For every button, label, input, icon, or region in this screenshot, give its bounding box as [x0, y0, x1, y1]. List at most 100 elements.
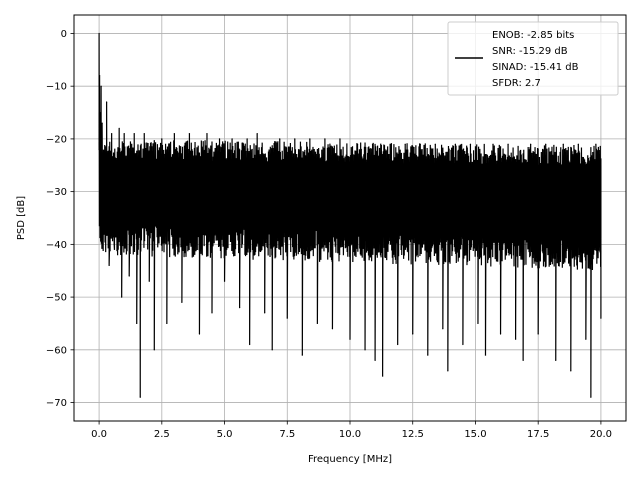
psd-data-point: [294, 138, 296, 140]
psd-data-point: [324, 138, 326, 140]
psd-data-point: [128, 275, 130, 277]
psd-data-point: [103, 217, 105, 219]
y-axis-label: PSD [dB]: [16, 196, 27, 240]
legend-entry-enob: ENOB: -2.85 bits: [492, 30, 574, 41]
psd-data-point: [286, 317, 288, 319]
psd-data-point: [264, 312, 266, 314]
psd-data-point: [166, 322, 168, 325]
psd-data-point: [389, 143, 391, 145]
psd-data-point: [577, 143, 579, 145]
x-tick-label: 2.5: [154, 429, 170, 440]
psd-data-point: [419, 143, 421, 145]
psd-data-point: [98, 32, 100, 35]
psd-data-point: [249, 343, 251, 346]
psd-data-point: [522, 359, 524, 361]
psd-data-point: [404, 143, 406, 145]
psd-data-point: [101, 122, 103, 124]
psd-data-point: [371, 143, 374, 145]
psd-data-point: [246, 138, 248, 140]
psd-data-point: [256, 133, 258, 135]
y-tick-label: −60: [46, 345, 67, 356]
psd-data-point: [537, 333, 539, 335]
psd-data-point: [111, 133, 113, 135]
legend-entry-sfdr: SFDR: 2.7: [492, 78, 541, 89]
psd-data-point: [113, 243, 115, 245]
x-tick-label: 0.0: [91, 429, 107, 440]
psd-data-point: [442, 328, 444, 330]
psd-data-point: [133, 133, 135, 135]
psd-data-point: [98, 75, 101, 77]
psd-data-point: [462, 343, 464, 346]
x-tick-label: 7.5: [279, 429, 295, 440]
psd-data-point: [173, 133, 175, 135]
psd-data-point: [585, 338, 587, 340]
psd-data-point: [447, 370, 449, 372]
ticks: 0.0 2.5 5.0 7.5 10.0 12.5 15.0 17.5 20.0 0 −10 −20 −…: [46, 29, 612, 440]
psd-data-point: [454, 143, 456, 145]
psd-data-point: [331, 328, 334, 330]
psd-data-point: [239, 307, 241, 309]
y-tick-label: −30: [46, 187, 67, 198]
psd-data-point: [279, 138, 281, 140]
x-tick-label: 10.0: [339, 429, 361, 440]
y-tick-label: 0: [61, 29, 67, 40]
psd-data-point: [484, 354, 487, 356]
psd-data-point: [562, 143, 564, 145]
y-tick-label: −10: [46, 82, 67, 93]
psd-data-point: [121, 296, 123, 298]
psd-data-point: [118, 127, 120, 129]
psd-data-point: [382, 375, 384, 377]
psd-data-point: [143, 133, 145, 135]
psd-data-point: [271, 349, 273, 351]
x-tick-label: 15.0: [464, 429, 486, 440]
psd-data-point: [301, 354, 303, 356]
psd-data-point: [218, 138, 221, 140]
legend-box: [447, 21, 619, 96]
x-tick-label: 12.5: [402, 429, 424, 440]
psd-data-point: [499, 333, 502, 335]
psd-data-point: [555, 359, 557, 361]
psd-data-point: [397, 343, 399, 346]
psd-data-point: [99, 111, 101, 114]
psd-data-point: [412, 333, 414, 335]
psd-data-point: [206, 133, 208, 135]
psd-data-point: [590, 396, 592, 398]
psd-data-point: [515, 338, 517, 340]
psd-data-point: [161, 138, 163, 140]
psd-data-point: [600, 317, 602, 319]
psd-series-line: [98, 33, 602, 398]
psd-data-point: [364, 349, 366, 351]
psd-data-point: [530, 143, 532, 145]
y-tick-label: −50: [46, 293, 67, 304]
psd-data-point: [108, 264, 110, 267]
psd-data-point: [356, 143, 359, 145]
psd-data-point: [181, 301, 183, 303]
x-axis-label: Frequency [MHz]: [308, 454, 392, 465]
psd-data-point: [106, 101, 108, 103]
psd-data-point: [139, 396, 141, 398]
psd-data-point: [545, 143, 547, 145]
x-tick-label: 17.5: [527, 429, 549, 440]
legend-entry-snr: SNR: -15.29 dB: [492, 46, 568, 57]
psd-data-point: [434, 143, 436, 145]
legend-entry-sinad: SINAD: -15.41 dB: [492, 62, 579, 73]
psd-data-point: [349, 338, 351, 340]
psd-data-point: [595, 143, 597, 145]
psd-data-point: [198, 333, 201, 335]
psd-data-point: [374, 359, 376, 361]
x-tick-label: 20.0: [590, 429, 612, 440]
psd-data-point: [427, 354, 429, 356]
psd-data-point: [100, 85, 102, 87]
y-tick-label: −40: [46, 240, 67, 251]
psd-data-point: [231, 138, 233, 140]
series-layer: [98, 32, 602, 398]
psd-data-point: [223, 280, 226, 282]
psd-data-point: [148, 280, 150, 282]
psd-data-point: [339, 138, 341, 140]
y-tick-label: −20: [46, 134, 67, 145]
psd-data-point: [123, 133, 125, 135]
psd-data-point: [309, 138, 311, 140]
x-tick-label: 5.0: [217, 429, 233, 440]
psd-data-point: [188, 133, 191, 135]
